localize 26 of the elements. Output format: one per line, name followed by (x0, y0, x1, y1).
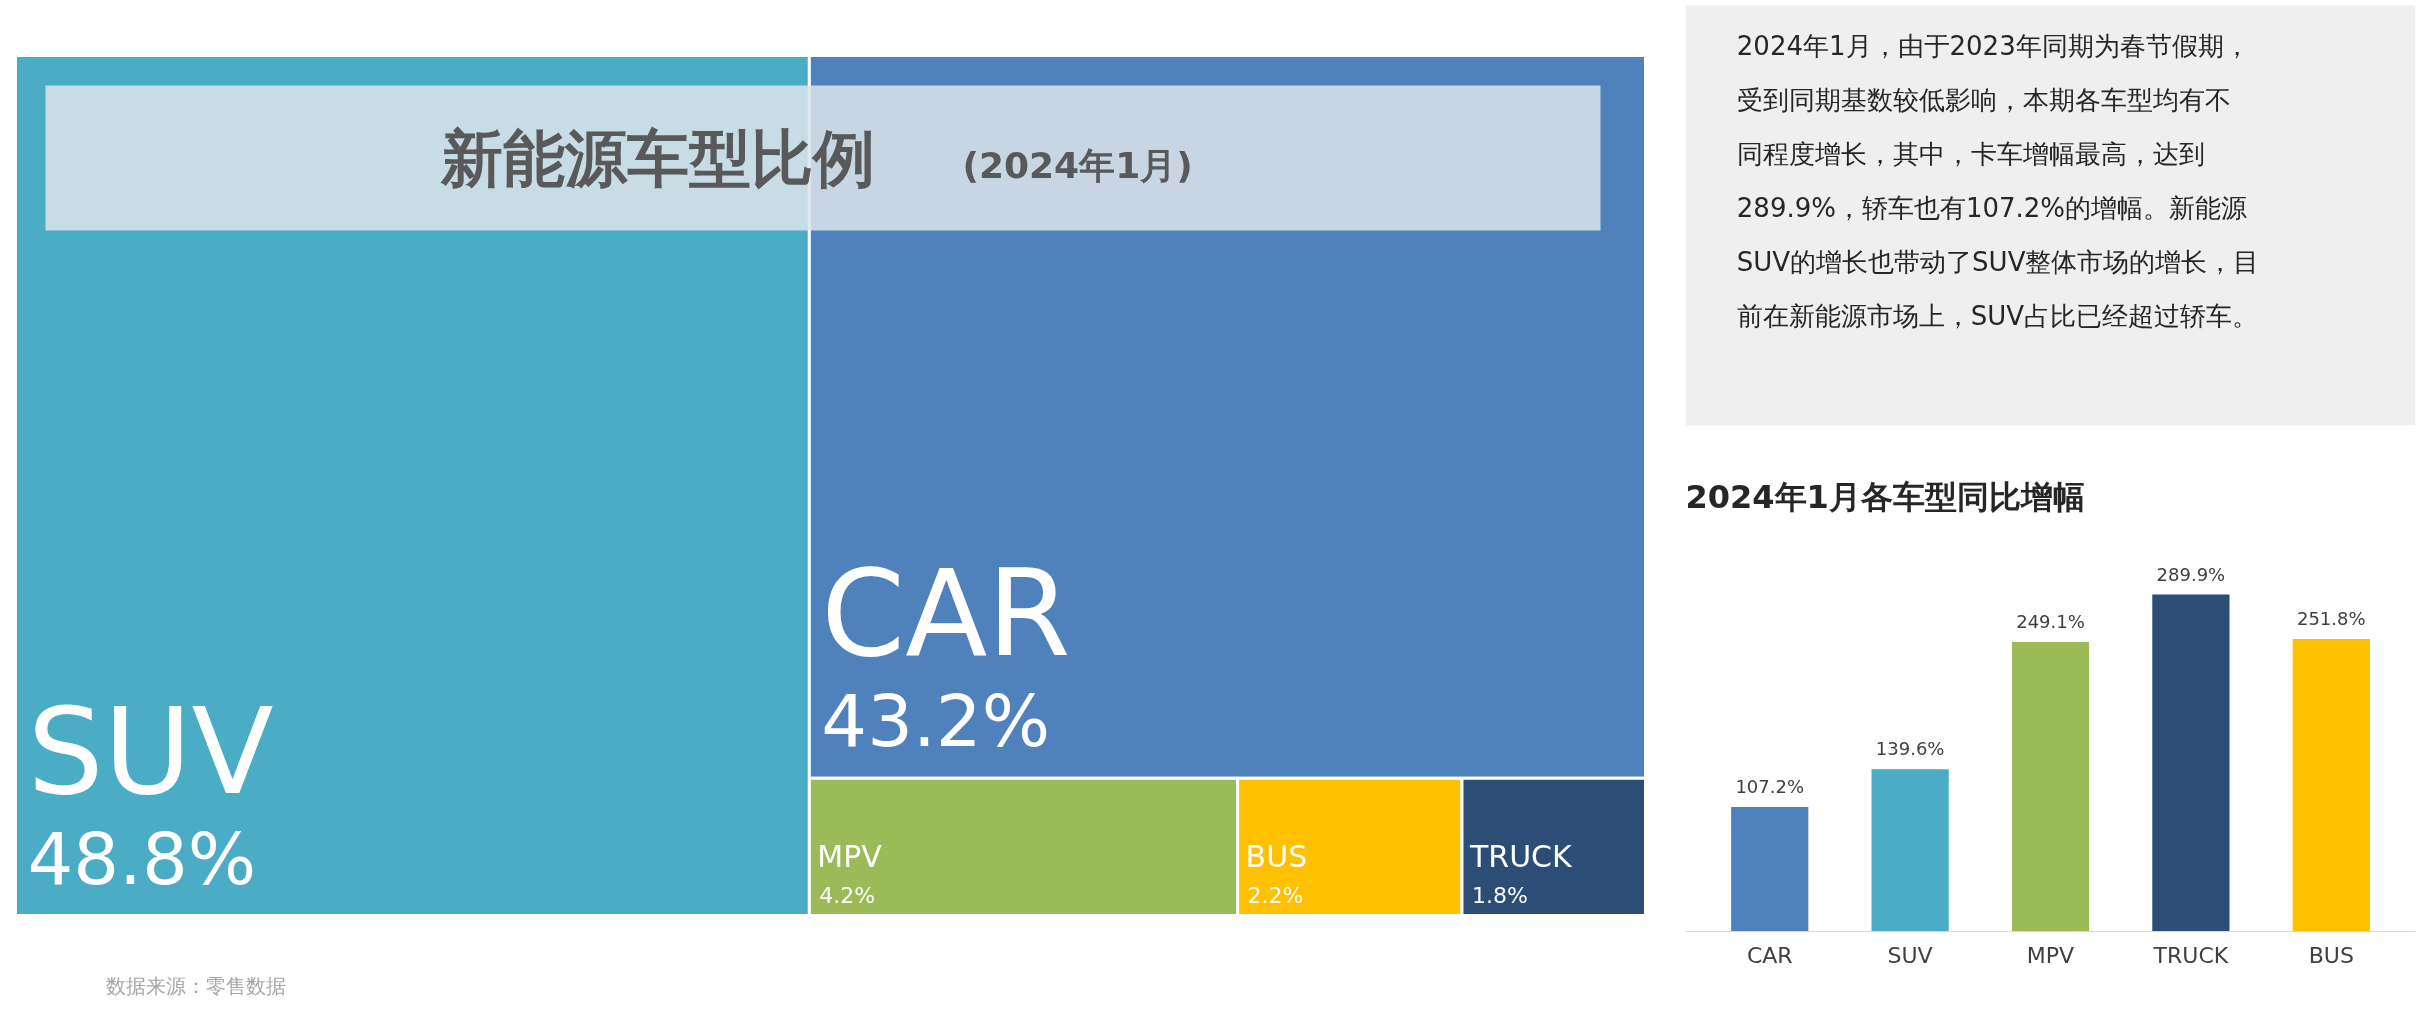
x-tick-label: SUV (1887, 942, 1933, 968)
x-tick-label: TRUCK (2152, 942, 2229, 968)
x-tick-label: CAR (1746, 942, 1793, 968)
x-tick-label: BUS (2308, 942, 2354, 968)
category-label: TRUCK (1468, 838, 1574, 874)
text: 2024年1月，由于2023年同期为春节假期，受到同期基数较低影响，本期各车型均有不同程度增长，其中，卡车增幅最高，达到289.9%，轿车也有107.2%的增幅。新能源SUV的增长也带动了SUV整体市场的增长，目前在新能源市场上，SUV占比已经超过轿车。 (1736, 30, 2260, 331)
text: 新能源车型比例 (439, 122, 875, 195)
bar (2292, 638, 2370, 932)
data-label: 107.2% (1735, 775, 1805, 797)
data-label: 139.6% (1875, 738, 1945, 760)
bar (1871, 769, 1949, 932)
bar (1731, 806, 1809, 932)
x-tick-label: MPV (2026, 942, 2075, 968)
bar (2152, 594, 2230, 932)
source-note: 数据来源：零售数据 (105, 973, 286, 998)
data-label: 1.8% (1471, 882, 1528, 908)
data-label: 251.8% (2296, 607, 2366, 629)
category-label: BUS (1245, 838, 1308, 874)
chart-title: 2024年1月各车型同比增幅 (1685, 477, 2085, 516)
data-label: 2.2% (1247, 882, 1304, 908)
bar (2011, 642, 2090, 932)
category-label: MPV (817, 838, 883, 874)
data-label: 289.9% (2156, 563, 2226, 585)
data-label: 249.1% (2016, 611, 2085, 633)
data-label: 4.2% (819, 882, 876, 908)
text: (2024年1月) (962, 145, 1193, 186)
